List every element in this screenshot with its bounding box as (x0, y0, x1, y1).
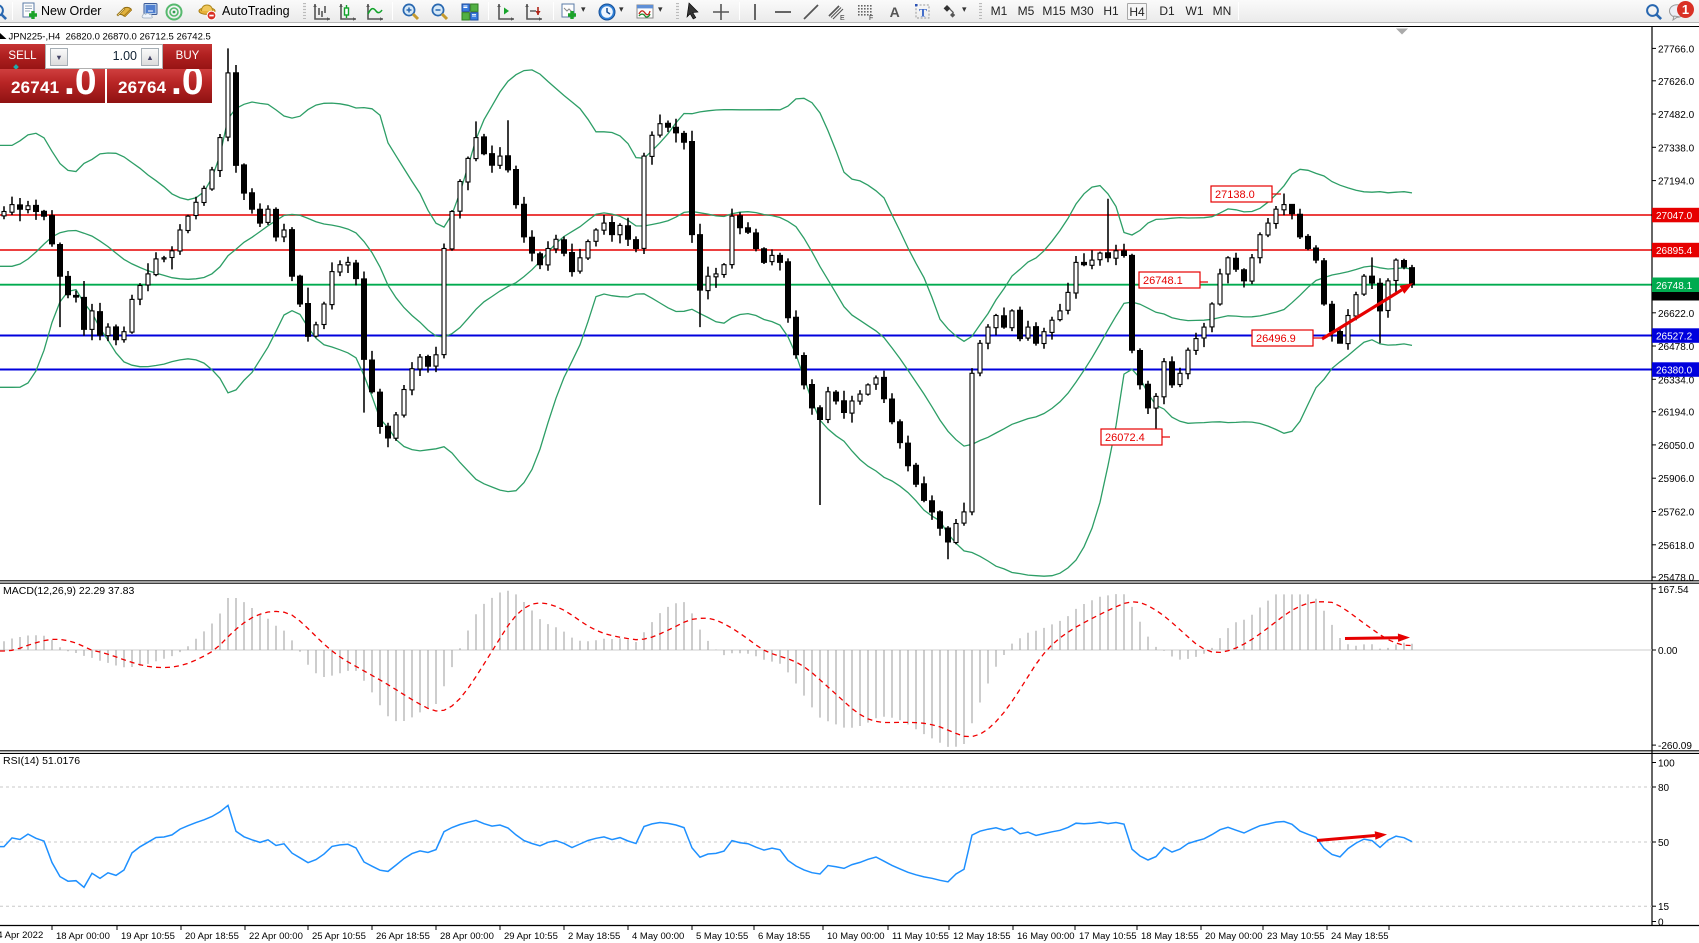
svg-text:167.54: 167.54 (1658, 585, 1689, 596)
svg-text:12 May 18:55: 12 May 18:55 (953, 931, 1011, 942)
svg-text:18 May 18:55: 18 May 18:55 (1141, 931, 1199, 942)
svg-text:27138.0: 27138.0 (1215, 189, 1255, 201)
svg-text:F: F (869, 15, 873, 22)
svg-text:27482.0: 27482.0 (1658, 110, 1695, 121)
svg-text:25 Apr 10:55: 25 Apr 10:55 (312, 931, 366, 942)
svg-text:T: T (919, 5, 927, 19)
svg-text:100: 100 (1658, 759, 1675, 770)
svg-text:27626.0: 27626.0 (1658, 77, 1695, 88)
svg-text:14 Apr 2022: 14 Apr 2022 (0, 930, 43, 941)
svg-text:15: 15 (1658, 902, 1670, 913)
svg-text:26496.9: 26496.9 (1256, 333, 1296, 345)
svg-text:JPN225-,H4 26820.0 26870.0 26: JPN225-,H4 26820.0 26870.0 26712.5 26742… (9, 32, 211, 43)
svg-text:5 May 10:55: 5 May 10:55 (696, 931, 748, 942)
svg-text:E: E (840, 15, 845, 22)
svg-text:22 Apr 00:00: 22 Apr 00:00 (249, 931, 303, 942)
svg-text:10 May 00:00: 10 May 00:00 (827, 931, 885, 942)
svg-text:26748.1: 26748.1 (1656, 281, 1693, 292)
svg-text:27194.0: 27194.0 (1658, 177, 1695, 188)
svg-text:29 Apr 10:55: 29 Apr 10:55 (504, 931, 558, 942)
svg-text:16 May 00:00: 16 May 00:00 (1017, 931, 1075, 942)
svg-text:26478.0: 26478.0 (1658, 342, 1695, 353)
svg-text:26748.1: 26748.1 (1143, 275, 1183, 287)
svg-text:26622.0: 26622.0 (1658, 309, 1695, 320)
svg-text:MACD(12,26,9) 22.29 37.83: MACD(12,26,9) 22.29 37.83 (3, 585, 134, 597)
svg-text:26072.4: 26072.4 (1105, 432, 1145, 444)
svg-text:A: A (890, 4, 900, 20)
svg-text:28 Apr 00:00: 28 Apr 00:00 (440, 931, 494, 942)
svg-text:27338.0: 27338.0 (1658, 143, 1695, 154)
svg-text:26380.0: 26380.0 (1656, 366, 1693, 377)
svg-text:20 Apr 18:55: 20 Apr 18:55 (185, 931, 239, 942)
svg-text:25618.0: 25618.0 (1658, 541, 1695, 552)
svg-text:26050.0: 26050.0 (1658, 441, 1695, 452)
svg-text:26194.0: 26194.0 (1658, 408, 1695, 419)
svg-text:0.00: 0.00 (1658, 646, 1678, 657)
svg-text:25478.0: 25478.0 (1658, 573, 1695, 584)
svg-text:27766.0: 27766.0 (1658, 44, 1695, 55)
svg-text:26334.0: 26334.0 (1658, 375, 1695, 386)
svg-text:6 May 18:55: 6 May 18:55 (758, 931, 810, 942)
svg-text:50: 50 (1658, 838, 1670, 849)
svg-text:RSI(14) 51.0176: RSI(14) 51.0176 (3, 755, 80, 767)
svg-text:20 May 00:00: 20 May 00:00 (1205, 931, 1263, 942)
svg-text:17 May 10:55: 17 May 10:55 (1079, 931, 1137, 942)
svg-text:2 May 18:55: 2 May 18:55 (568, 931, 620, 942)
svg-text:0: 0 (1658, 918, 1664, 929)
svg-text:23 May 10:55: 23 May 10:55 (1267, 931, 1325, 942)
svg-text:26895.4: 26895.4 (1656, 246, 1693, 257)
svg-text:80: 80 (1658, 783, 1670, 794)
svg-text:25906.0: 25906.0 (1658, 474, 1695, 485)
svg-text:11 May 10:55: 11 May 10:55 (892, 931, 949, 942)
svg-text:24 May 18:55: 24 May 18:55 (1331, 931, 1389, 942)
svg-text:26527.2: 26527.2 (1656, 332, 1693, 343)
svg-text:4 May 00:00: 4 May 00:00 (632, 931, 684, 942)
svg-text:-260.09: -260.09 (1658, 741, 1692, 752)
svg-text:18 Apr 00:00: 18 Apr 00:00 (56, 931, 110, 942)
svg-text:26 Apr 18:55: 26 Apr 18:55 (376, 931, 430, 942)
svg-text:19 Apr 10:55: 19 Apr 10:55 (121, 931, 175, 942)
svg-text:25762.0: 25762.0 (1658, 508, 1695, 519)
svg-text:27047.0: 27047.0 (1656, 211, 1693, 222)
